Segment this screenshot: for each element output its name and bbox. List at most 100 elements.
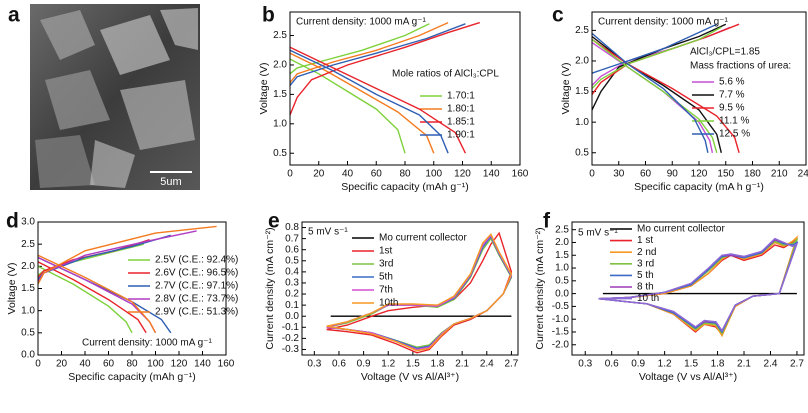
y-axis-label: Voltage (V) xyxy=(560,63,572,115)
x-tick-label: 60 xyxy=(640,169,652,180)
annotation: 5 mV s⁻¹ xyxy=(308,227,348,238)
y-tick-label: 0.5 xyxy=(555,275,569,286)
x-tick-label: 0.3 xyxy=(307,359,321,370)
legend-label: 5.6 % xyxy=(719,77,745,88)
legend-label: 1.80:1 xyxy=(447,104,475,115)
legend-label: Mo current collector xyxy=(637,224,725,235)
y-axis-label: Current density (mA cm⁻²) xyxy=(534,227,546,349)
y-tick-label: -0.2 xyxy=(282,333,300,344)
legend-label: 1.90:1 xyxy=(447,130,475,141)
series-line xyxy=(591,23,718,153)
series-line xyxy=(289,21,481,154)
legend-label: 10th xyxy=(379,298,398,309)
annotation: Current density: 1000 mA g⁻¹ xyxy=(82,338,212,349)
annotation: 5 mV s⁻¹ xyxy=(578,228,618,239)
legend-label: 2.5V (C.E.: 92.4%) xyxy=(155,255,238,266)
y-tick-label: 1.5 xyxy=(21,283,35,294)
series-line xyxy=(37,243,144,334)
y-tick-label: 0.5 xyxy=(285,255,299,266)
x-tick-label: 180 xyxy=(744,169,761,180)
legend-label: 7th xyxy=(379,285,393,296)
series-line xyxy=(326,232,513,352)
x-tick-label: 2.4 xyxy=(764,359,778,370)
plot-frame xyxy=(301,221,519,356)
y-tick-label: 0.4 xyxy=(285,267,299,278)
y-tick-label: 0.0 xyxy=(21,350,35,361)
x-tick-label: 80 xyxy=(126,359,138,370)
y-tick-label: 0.0 xyxy=(555,288,569,299)
series-line xyxy=(598,237,799,333)
x-tick-label: 2.1 xyxy=(737,359,751,370)
legend-label: 1.85:1 xyxy=(447,117,475,128)
panel-label: f xyxy=(543,210,551,233)
panel-label: d xyxy=(6,210,19,233)
y-tick-label: 2.0 xyxy=(273,60,287,71)
legend-label: 11.1 % xyxy=(719,116,749,127)
y-tick-label: 0.5 xyxy=(575,147,589,158)
x-tick-label: 1.2 xyxy=(381,359,395,370)
x-axis-label: Voltage (V vs Al/Al³⁺) xyxy=(639,371,737,383)
legend-label: 2.6V (C.E.: 96.5%) xyxy=(155,268,238,279)
x-tick-label: 240 xyxy=(798,169,808,180)
series-line xyxy=(598,235,799,338)
legend-label: 1 st xyxy=(637,235,653,246)
annotation: Current density: 1000 mA g⁻¹ xyxy=(296,17,426,28)
x-tick-label: 60 xyxy=(371,169,383,180)
legend-label: 5th xyxy=(379,272,393,283)
series-line xyxy=(591,23,740,153)
y-tick-label: 1.0 xyxy=(273,118,287,129)
y-tick-label: 0.0 xyxy=(285,311,299,322)
y-tick-label: 1.5 xyxy=(555,250,569,261)
y-tick-label: 0.7 xyxy=(285,233,299,244)
y-tick-label: 0.6 xyxy=(285,244,299,255)
plot-frame xyxy=(571,221,805,356)
x-axis-label: Specific capacity (mAh g⁻¹) xyxy=(341,181,469,193)
y-tick-label: 0.5 xyxy=(21,327,35,338)
x-tick-label: 1.2 xyxy=(658,359,672,370)
x-tick-label: 100 xyxy=(425,169,442,180)
y-tick-label: -2.0 xyxy=(552,339,570,350)
x-tick-label: 30 xyxy=(613,169,625,180)
legend-title: Mole ratios of AlCl₃:CPL xyxy=(392,69,499,80)
series-line xyxy=(598,239,799,334)
x-tick-label: 2.7 xyxy=(504,359,518,370)
plot-frame xyxy=(37,221,227,356)
series-line xyxy=(326,235,513,350)
y-axis-label: Voltage (V) xyxy=(258,63,270,115)
series-line xyxy=(326,231,513,354)
sem-image xyxy=(30,4,200,190)
x-tick-label: 150 xyxy=(717,169,734,180)
y-tick-label: 0.5 xyxy=(273,148,287,159)
x-tick-label: 120 xyxy=(171,359,188,370)
y-tick-label: 2.5 xyxy=(21,239,35,250)
x-tick-label: 40 xyxy=(79,359,91,370)
legend-label: 9.5 % xyxy=(719,103,745,114)
series-line xyxy=(598,239,799,333)
y-tick-label: 3.0 xyxy=(21,217,35,228)
legend-title: Mass fractions of urea: xyxy=(690,61,791,72)
y-tick-label: 1.0 xyxy=(21,305,35,316)
series-line xyxy=(289,23,466,154)
x-tick-label: 210 xyxy=(771,169,788,180)
y-tick-label: 2.5 xyxy=(555,224,569,235)
series-line xyxy=(289,21,449,154)
legend-label: 12.5 % xyxy=(719,129,750,140)
x-tick-label: 1.5 xyxy=(406,359,420,370)
panel-label: e xyxy=(268,210,280,233)
x-tick-label: 0.9 xyxy=(357,359,371,370)
plot-frame xyxy=(591,11,807,166)
annotation: AlCl₃/CPL=1.85 xyxy=(690,47,760,58)
x-axis-label: Specific capacity (mA h g⁻¹) xyxy=(634,181,764,193)
x-tick-label: 160 xyxy=(512,169,529,180)
y-tick-label: 0.2 xyxy=(285,289,299,300)
y-tick-label: -0.1 xyxy=(282,322,300,333)
legend-label: 10 th xyxy=(637,293,659,304)
panel-label: a xyxy=(8,4,20,27)
x-axis-label: Specific capacity (mAh g⁻¹) xyxy=(68,371,196,383)
x-axis-label: Voltage (V vs Al/Al³⁺) xyxy=(361,371,459,383)
y-tick-label: -1.5 xyxy=(552,327,570,338)
legend-label: 5 th xyxy=(637,270,654,281)
y-tick-label: 2.0 xyxy=(555,237,569,248)
y-tick-label: -0.3 xyxy=(282,344,300,355)
legend-label: 3rd xyxy=(379,259,393,270)
